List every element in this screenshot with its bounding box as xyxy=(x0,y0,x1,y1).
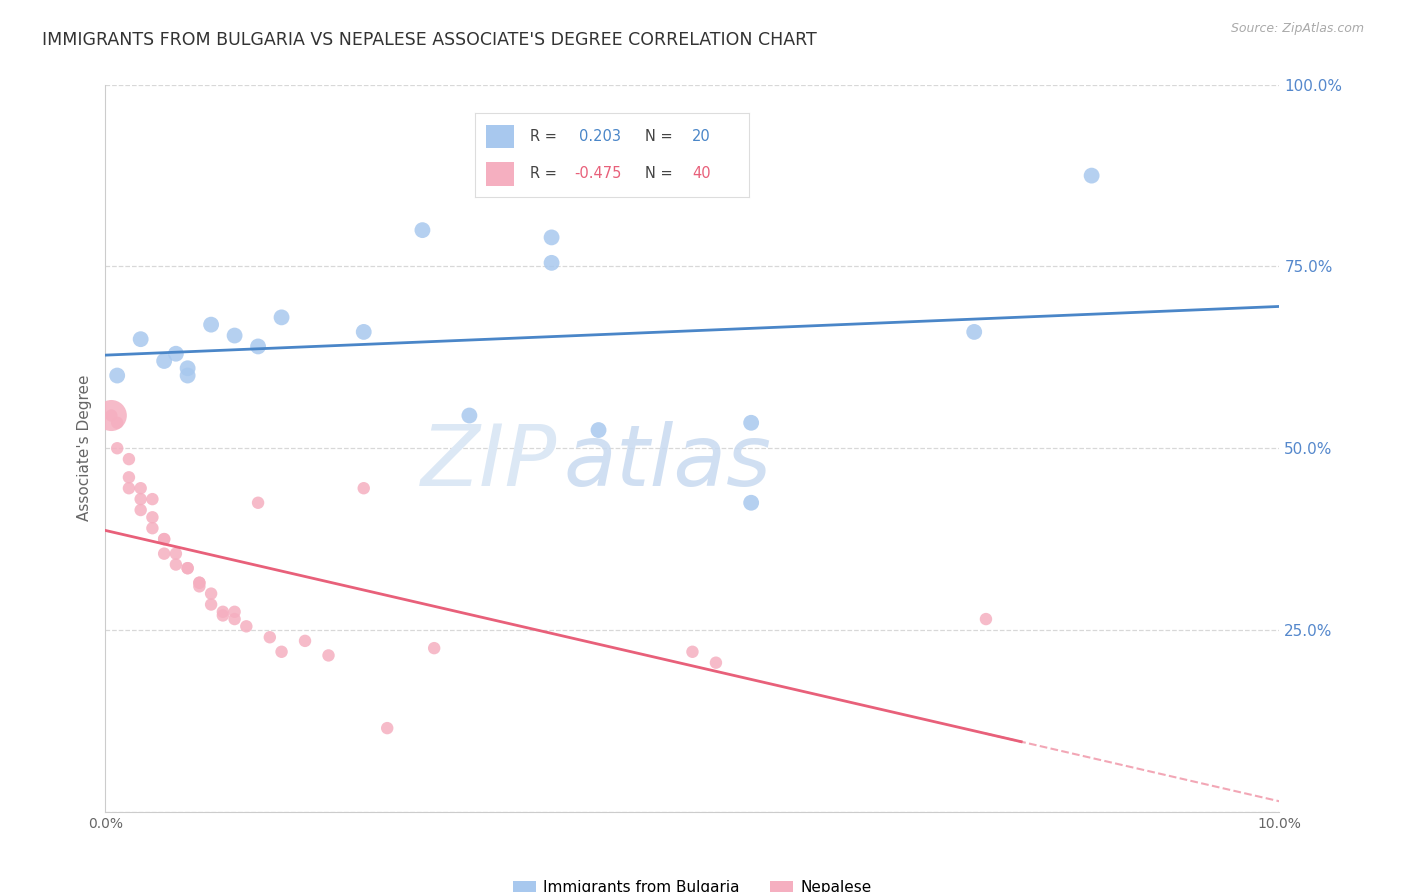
Point xyxy=(224,612,246,626)
Point xyxy=(963,325,986,339)
Point xyxy=(294,633,316,648)
Point xyxy=(118,481,141,495)
Legend: Immigrants from Bulgaria, Nepalese: Immigrants from Bulgaria, Nepalese xyxy=(506,874,879,892)
Text: Source: ZipAtlas.com: Source: ZipAtlas.com xyxy=(1230,22,1364,36)
Point xyxy=(188,575,211,590)
Point xyxy=(118,452,141,467)
Point xyxy=(153,547,176,561)
Point xyxy=(188,579,211,593)
Y-axis label: Associate's Degree: Associate's Degree xyxy=(77,375,93,522)
Point xyxy=(200,318,222,332)
Point xyxy=(247,339,270,353)
Point xyxy=(270,310,292,325)
Text: R =: R = xyxy=(530,166,557,181)
Point xyxy=(318,648,340,663)
Point xyxy=(423,641,446,656)
Point xyxy=(129,332,152,346)
Point xyxy=(211,605,233,619)
Text: 40: 40 xyxy=(692,166,710,181)
Point xyxy=(153,532,176,546)
Point xyxy=(176,561,198,575)
Point xyxy=(100,409,122,423)
Point xyxy=(540,230,562,244)
Point xyxy=(974,612,997,626)
FancyBboxPatch shape xyxy=(486,125,513,148)
Point xyxy=(740,416,762,430)
Point xyxy=(118,470,141,484)
Point xyxy=(458,409,481,423)
Point xyxy=(105,442,128,455)
Point xyxy=(105,368,128,383)
Point xyxy=(259,630,281,644)
Point xyxy=(165,347,187,361)
Point xyxy=(200,587,222,601)
Point xyxy=(247,496,270,510)
Text: 20: 20 xyxy=(692,129,710,144)
Text: IMMIGRANTS FROM BULGARIA VS NEPALESE ASSOCIATE'S DEGREE CORRELATION CHART: IMMIGRANTS FROM BULGARIA VS NEPALESE ASS… xyxy=(42,31,817,49)
Point xyxy=(353,325,375,339)
Point xyxy=(224,328,246,343)
Point xyxy=(740,496,762,510)
Point xyxy=(588,423,610,437)
Point xyxy=(224,605,246,619)
Point xyxy=(176,361,198,376)
Point xyxy=(153,354,176,368)
FancyBboxPatch shape xyxy=(486,161,513,186)
Text: N =: N = xyxy=(645,166,673,181)
Point xyxy=(375,721,398,735)
Point xyxy=(235,619,257,633)
Point xyxy=(411,223,433,237)
Point xyxy=(1080,169,1102,183)
Point xyxy=(165,547,187,561)
Point xyxy=(270,645,292,659)
Point xyxy=(129,503,152,517)
Text: ZIP: ZIP xyxy=(422,421,557,504)
Point xyxy=(105,416,128,430)
Text: R =: R = xyxy=(530,129,557,144)
Point xyxy=(540,256,562,270)
Point xyxy=(141,521,163,535)
Point xyxy=(353,481,375,495)
Point xyxy=(211,608,233,623)
Point xyxy=(165,558,187,572)
Point xyxy=(682,645,704,659)
Text: 0.203: 0.203 xyxy=(579,129,621,144)
Point xyxy=(176,368,198,383)
Point xyxy=(153,532,176,546)
Point xyxy=(100,409,122,423)
Text: -0.475: -0.475 xyxy=(574,166,621,181)
Point xyxy=(188,575,211,590)
Point xyxy=(200,598,222,612)
Point xyxy=(704,656,727,670)
Text: atlas: atlas xyxy=(564,421,772,504)
Point xyxy=(129,492,152,507)
Point xyxy=(141,492,163,507)
Point xyxy=(129,481,152,495)
Point xyxy=(176,561,198,575)
Text: N =: N = xyxy=(645,129,673,144)
Point xyxy=(141,510,163,524)
